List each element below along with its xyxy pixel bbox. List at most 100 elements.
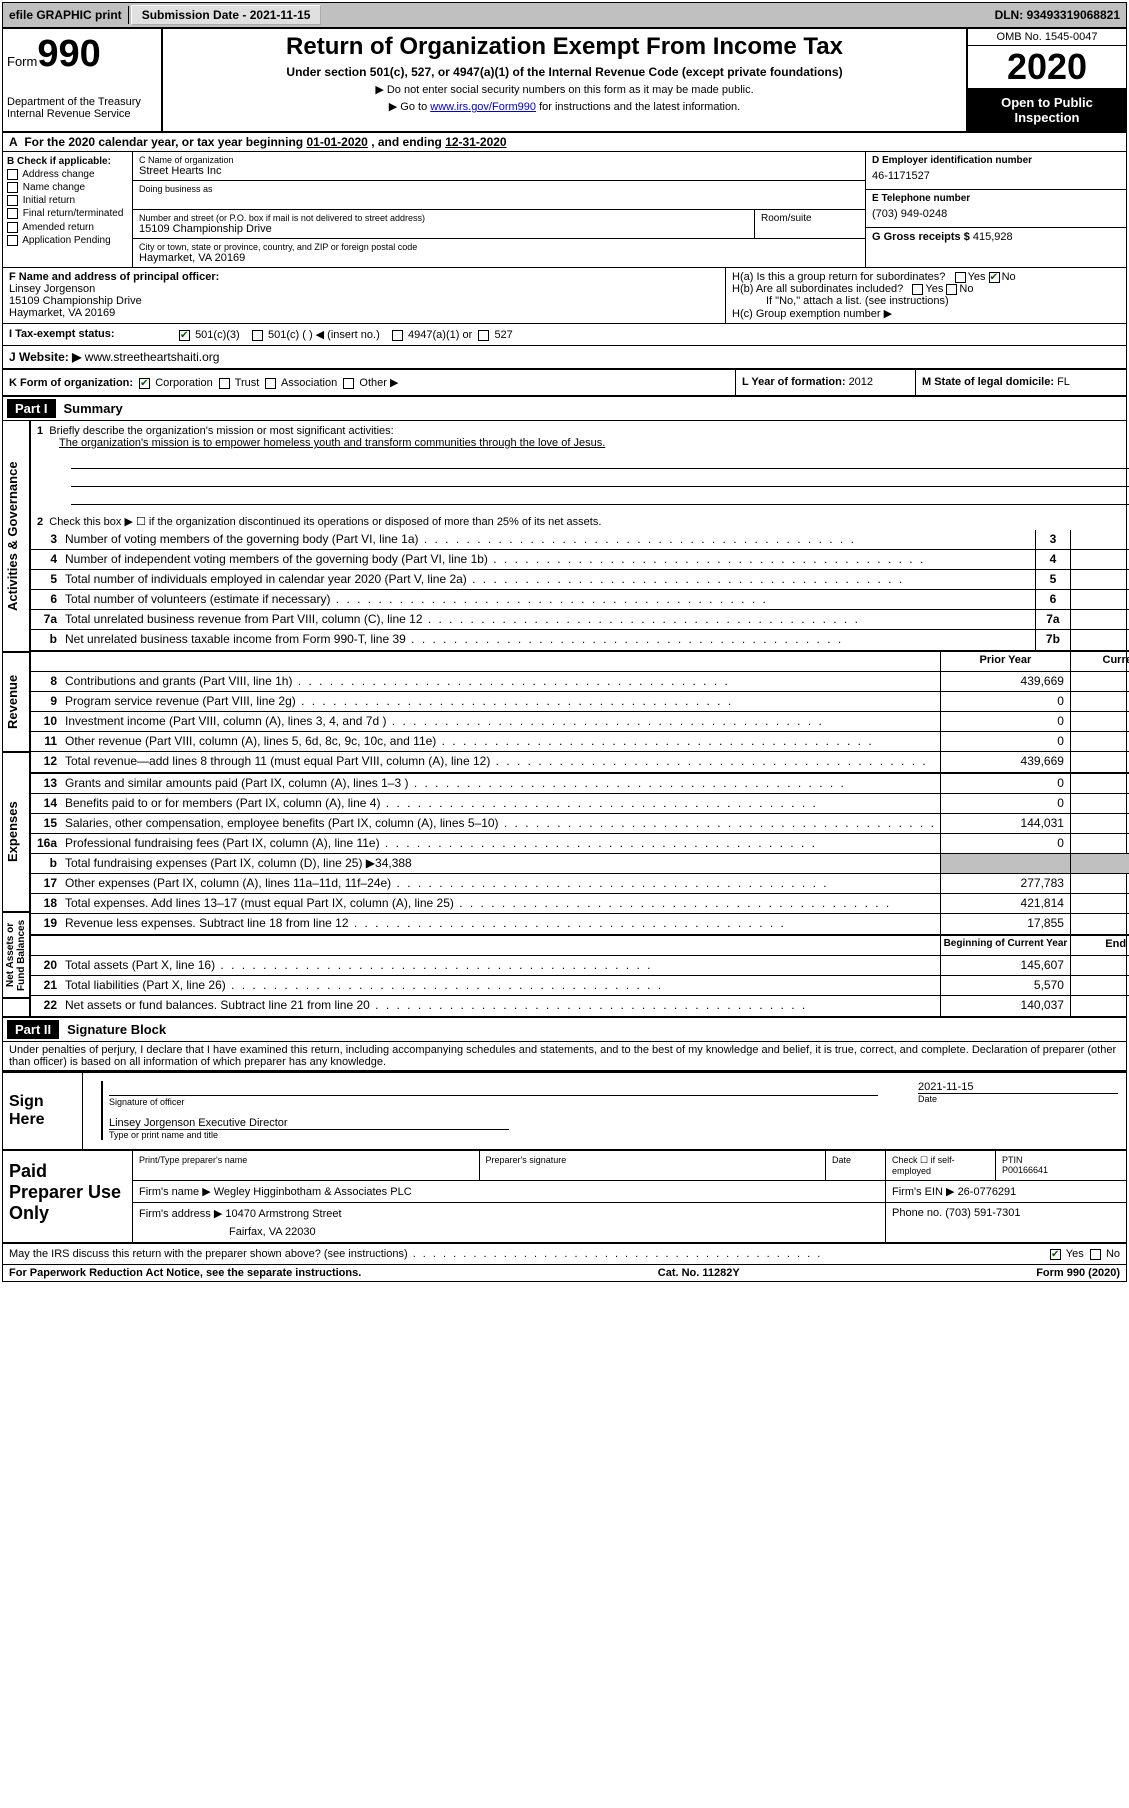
h-b-note: If "No," attach a list. (see instruction… — [732, 295, 1120, 307]
addr-label: Number and street (or P.O. box if mail i… — [139, 213, 748, 223]
expenses-section: 13Grants and similar amounts paid (Part … — [31, 774, 1129, 936]
h-b: H(b) Are all subordinates included? Yes … — [732, 283, 1120, 295]
vlabel-governance: Activities & Governance — [3, 421, 29, 653]
pt-sig-label: Preparer's signature — [480, 1151, 827, 1180]
cb-address-change[interactable]: Address change — [7, 169, 128, 180]
discuss-no[interactable] — [1090, 1249, 1101, 1260]
ein-label: D Employer identification number — [872, 155, 1120, 166]
form-header: Form990 Department of the Treasury Inter… — [3, 29, 1126, 133]
cb-4947[interactable] — [392, 330, 403, 341]
ptin-label: PTIN — [1002, 1155, 1023, 1165]
summary-line: 11Other revenue (Part VIII, column (A), … — [31, 732, 1129, 752]
summary-line: 5Total number of individuals employed in… — [31, 570, 1129, 590]
col-eoy: End of Year — [1070, 936, 1129, 955]
firm-addr-label: Firm's address ▶ — [139, 1208, 225, 1220]
cb-name-change[interactable]: Name change — [7, 182, 128, 193]
summary-line: 20Total assets (Part X, line 16)145,6079… — [31, 956, 1129, 976]
row-j-website: J Website: ▶ www.streetheartshaiti.org — [3, 346, 1126, 370]
room-suite-label: Room/suite — [755, 210, 865, 238]
city-label: City or town, state or province, country… — [139, 242, 859, 252]
revenue-section: Prior Year Current Year 8Contributions a… — [31, 652, 1129, 774]
col-prior-year: Prior Year — [940, 652, 1070, 671]
form-990-page: efile GRAPHIC print Submission Date - 20… — [2, 2, 1127, 1282]
paid-preparer-block: Paid Preparer Use Only Print/Type prepar… — [3, 1151, 1126, 1244]
gross-receipts-label: G Gross receipts $ — [872, 231, 973, 243]
summary-line: 8Contributions and grants (Part VIII, li… — [31, 672, 1129, 692]
cb-trust[interactable] — [219, 378, 230, 389]
part-i-body: Activities & Governance Revenue Expenses… — [3, 421, 1126, 1018]
k-label: K Form of organization: — [9, 377, 133, 389]
org-city: Haymarket, VA 20169 — [139, 252, 859, 264]
col-current-year: Current Year — [1070, 652, 1129, 671]
summary-line: 18Total expenses. Add lines 13–17 (must … — [31, 894, 1129, 914]
ha-no[interactable] — [989, 272, 1000, 283]
firm-name-label: Firm's name ▶ — [139, 1186, 214, 1198]
cb-other[interactable] — [343, 378, 354, 389]
ha-yes[interactable] — [955, 272, 966, 283]
summary-line: bTotal fundraising expenses (Part IX, co… — [31, 854, 1129, 874]
summary-line: 17Other expenses (Part IX, column (A), l… — [31, 874, 1129, 894]
cb-501c3[interactable] — [179, 330, 190, 341]
ptin-value: P00166641 — [1002, 1165, 1048, 1175]
part-ii-header: Part IISignature Block — [3, 1018, 1126, 1042]
pra-notice: For Paperwork Reduction Act Notice, see … — [9, 1267, 361, 1279]
top-bar: efile GRAPHIC print Submission Date - 20… — [3, 3, 1126, 29]
paid-preparer-label: Paid Preparer Use Only — [3, 1151, 133, 1242]
tax-year: 2020 — [968, 46, 1126, 89]
i-label: I Tax-exempt status: — [9, 328, 115, 340]
form-number: Form990 — [7, 33, 157, 76]
col-d-e-g: D Employer identification number 46-1171… — [866, 152, 1126, 267]
officer-name: Linsey Jorgenson — [9, 283, 95, 295]
form-ref: Form 990 (2020) — [1036, 1267, 1120, 1279]
firm-city: Fairfax, VA 22030 — [139, 1220, 879, 1238]
dept-treasury: Department of the Treasury Internal Reve… — [7, 96, 157, 120]
cb-initial-return[interactable]: Initial return — [7, 195, 128, 206]
cb-corp[interactable] — [139, 378, 150, 389]
m-label: M State of legal domicile: — [922, 376, 1057, 388]
omb-number: OMB No. 1545-0047 — [968, 29, 1126, 46]
pt-name-label: Print/Type preparer's name — [133, 1151, 480, 1180]
irs-link[interactable]: www.irs.gov/Form990 — [430, 101, 536, 113]
prep-phone-label: Phone no. — [892, 1207, 945, 1219]
firm-name: Wegley Higginbotham & Associates PLC — [214, 1186, 412, 1198]
pt-self-employed[interactable]: Check ☐ if self-employed — [886, 1151, 996, 1180]
governance-section: 1 Briefly describe the organization's mi… — [31, 421, 1129, 652]
website-url: www.streetheartshaiti.org — [81, 350, 219, 364]
officer-addr1: 15109 Championship Drive — [9, 295, 142, 307]
summary-line: 12Total revenue—add lines 8 through 11 (… — [31, 752, 1129, 772]
netassets-section: Beginning of Current Year End of Year 20… — [31, 936, 1129, 1016]
mission-text: The organization's mission is to empower… — [59, 437, 1129, 449]
hb-yes[interactable] — [912, 284, 923, 295]
cb-501c[interactable] — [252, 330, 263, 341]
vlabel-revenue: Revenue — [3, 653, 29, 753]
c-name-label: C Name of organization — [139, 155, 859, 165]
submission-date-button[interactable]: Submission Date - 2021-11-15 — [131, 5, 322, 25]
col-c-org-info: C Name of organization Street Hearts Inc… — [133, 152, 866, 267]
col-boy: Beginning of Current Year — [940, 936, 1070, 955]
cb-application-pending[interactable]: Application Pending — [7, 235, 128, 246]
ssn-note: ▶ Do not enter social security numbers o… — [171, 83, 958, 96]
cb-final-return[interactable]: Final return/terminated — [7, 208, 128, 219]
summary-line: 14Benefits paid to or for members (Part … — [31, 794, 1129, 814]
summary-line: 19Revenue less expenses. Subtract line 1… — [31, 914, 1129, 934]
cb-assoc[interactable] — [265, 378, 276, 389]
summary-line: 16aProfessional fundraising fees (Part I… — [31, 834, 1129, 854]
jurat-text: Under penalties of perjury, I declare th… — [3, 1042, 1126, 1071]
efile-label: efile GRAPHIC print — [3, 6, 129, 24]
firm-addr: 10470 Armstrong Street — [225, 1208, 341, 1220]
row-a-tax-year: A For the 2020 calendar year, or tax yea… — [3, 133, 1126, 152]
hb-no[interactable] — [946, 284, 957, 295]
sig-date-label: Date — [918, 1093, 1118, 1104]
signature-block: Sign Here Signature of officer 2021-11-1… — [3, 1071, 1126, 1151]
firm-ein-label: Firm's EIN ▶ — [892, 1186, 958, 1198]
org-name: Street Hearts Inc — [139, 165, 859, 177]
phone-value: (703) 949-0248 — [872, 204, 1120, 224]
discuss-yes[interactable] — [1050, 1249, 1061, 1260]
officer-printed-name: Linsey Jorgenson Executive Director — [109, 1117, 1118, 1129]
cb-amended-return[interactable]: Amended return — [7, 222, 128, 233]
row-k-l-m: K Form of organization: Corporation Trus… — [3, 370, 1126, 397]
public-inspection: Open to Public Inspection — [968, 89, 1126, 131]
cb-527[interactable] — [478, 330, 489, 341]
cat-no: Cat. No. 11282Y — [658, 1267, 740, 1279]
sign-here-label: Sign Here — [3, 1073, 83, 1149]
